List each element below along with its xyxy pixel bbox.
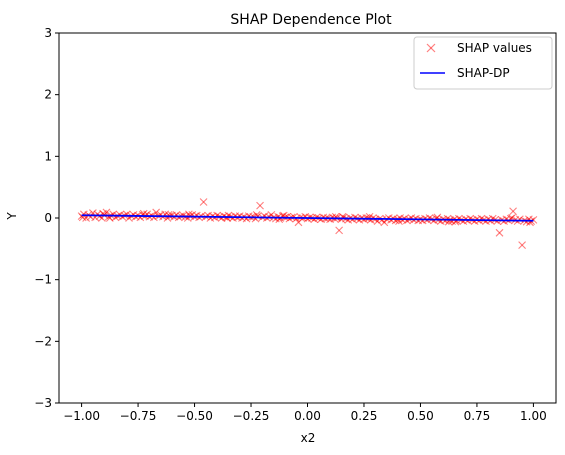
shap-value-point <box>466 214 475 223</box>
shap-value-point <box>518 241 527 250</box>
x-tick-label: 1.00 <box>520 409 547 423</box>
shap-value-point <box>174 213 183 222</box>
x-tick-label: 0.50 <box>407 409 434 423</box>
shap-value-point <box>509 207 517 216</box>
y-tick-label: −3 <box>34 396 52 410</box>
y-tick-label: −1 <box>34 273 52 287</box>
shap-value-point <box>152 208 161 217</box>
legend-label-shap-values: SHAP values <box>457 41 532 55</box>
shap-value-point <box>351 213 359 222</box>
y-tick-label: −2 <box>34 334 52 348</box>
x-tick-label: 0.00 <box>294 409 321 423</box>
shap-value-point <box>118 212 127 221</box>
shap-value-point <box>256 201 264 210</box>
x-tick-label: −0.25 <box>233 409 270 423</box>
chart-title: SHAP Dependence Plot <box>230 12 392 28</box>
y-axis-label: Y <box>5 212 19 221</box>
shap-value-point <box>223 214 232 222</box>
legend-label-shap-dp: SHAP-DP <box>457 66 510 80</box>
shap-value-point <box>213 211 222 220</box>
shap-value-point <box>515 215 524 224</box>
shap-value-point <box>495 228 504 237</box>
shap-value-point <box>149 213 158 222</box>
y-tick-label: 1 <box>44 149 52 163</box>
x-axis-label: x2 <box>301 431 316 445</box>
legend-marker-shap-values <box>426 43 436 53</box>
axes-frame <box>58 32 557 404</box>
shap-value-point <box>164 211 173 219</box>
y-tick-label: 3 <box>44 26 52 40</box>
legend: SHAP values SHAP-DP <box>413 36 553 90</box>
shap-value-point <box>199 198 208 206</box>
shap-value-point <box>529 215 538 224</box>
y-tick-label: 2 <box>44 88 52 102</box>
x-tick-label: 0.25 <box>351 409 378 423</box>
plot-area <box>77 198 538 250</box>
x-axis-ticks: −1.00 −0.75 −0.50 −0.25 0.00 0.25 0.50 0.75 1.00 <box>63 403 547 423</box>
y-tick-label: 0 <box>44 211 52 225</box>
shap-value-point <box>403 216 411 225</box>
shap-dp-line <box>81 214 534 222</box>
x-tick-label: −0.75 <box>120 409 157 423</box>
legend-box <box>413 36 553 90</box>
x-tick-label: −1.00 <box>63 409 100 423</box>
x-tick-label: 0.75 <box>464 409 491 423</box>
shap-value-point <box>335 226 344 235</box>
x-tick-label: −0.50 <box>176 409 213 423</box>
y-axis-ticks: −3 −2 −1 0 1 2 3 <box>34 26 59 410</box>
